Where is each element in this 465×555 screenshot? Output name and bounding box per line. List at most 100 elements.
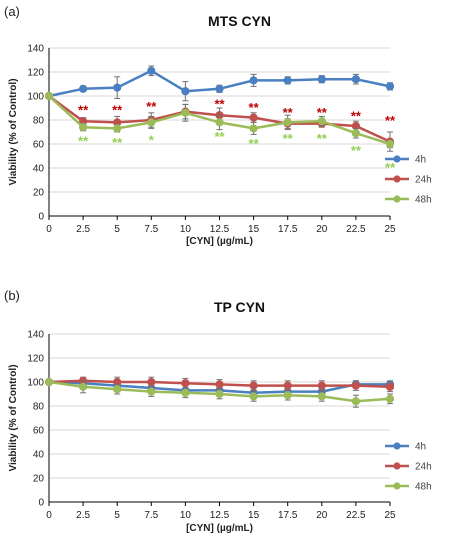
x-tick-label: 5	[114, 224, 120, 235]
legend-swatch-marker	[393, 195, 401, 203]
y-tick-label: 100	[27, 378, 44, 389]
x-tick-label: 17.5	[278, 510, 298, 521]
y-tick-label: 60	[33, 140, 45, 151]
x-tick-label: 25	[384, 224, 396, 235]
legend-label: 4h	[415, 155, 426, 166]
significance-mark: **	[385, 113, 396, 128]
data-point	[283, 391, 292, 400]
data-point	[351, 381, 360, 390]
legend-swatch-marker	[393, 175, 401, 183]
data-point	[385, 82, 395, 91]
panel-label: (b)	[4, 288, 20, 303]
y-axis-label: Viability (% of Control)	[8, 364, 19, 471]
significance-mark: **	[78, 102, 89, 117]
significance-mark: **	[112, 135, 123, 150]
data-point	[385, 382, 395, 391]
y-tick-label: 0	[38, 498, 44, 509]
legend-swatch-marker	[393, 482, 401, 490]
y-tick-label: 20	[33, 188, 45, 199]
x-tick-label: 20	[316, 510, 328, 521]
x-axis-label: [CYN] (µg/mL)	[186, 523, 253, 534]
x-tick-label: 12.5	[210, 224, 230, 235]
legend-entry-4h: 4h	[385, 155, 426, 166]
legend-swatch-marker	[393, 462, 401, 470]
chart-panel-b: (b) TP CYN 0 20 40 60 80 100 120 140 0 2.5 5 7.5 10 12.…	[4, 288, 432, 534]
data-point	[249, 113, 258, 122]
x-tick-label: 17.5	[278, 224, 298, 235]
significance-mark: **	[317, 105, 328, 120]
legend-entry-24h: 24h	[385, 175, 432, 186]
y-tick-label: 140	[27, 44, 44, 55]
x-tick-label: 22.5	[346, 510, 366, 521]
data-point	[79, 382, 88, 391]
x-axis-label: [CYN] (µg/mL)	[186, 236, 253, 247]
data-point	[44, 377, 54, 387]
data-point	[385, 139, 395, 149]
x-tick-label: 10	[180, 510, 192, 521]
y-tick-label: 40	[33, 164, 45, 175]
data-point	[249, 76, 258, 85]
data-point	[317, 75, 326, 84]
y-tick-label: 80	[33, 116, 45, 127]
data-point	[147, 66, 156, 75]
y-tick-label: 100	[27, 92, 44, 103]
panel-label: (a)	[4, 4, 20, 19]
significance-mark: **	[351, 108, 362, 123]
x-tick-label: 0	[46, 224, 52, 235]
chart-panel-a: (a) MTS CYN 0 20 40 60 80 100 120 140 0 2.5 5 7.5 10 12…	[4, 4, 432, 247]
legend-entry-48h: 48h	[385, 482, 432, 493]
x-tick-label: 7.5	[144, 224, 158, 235]
data-point	[113, 124, 122, 133]
series-48h	[44, 377, 395, 408]
data-point	[181, 379, 190, 388]
data-point	[215, 389, 224, 399]
data-point	[351, 129, 360, 138]
legend-label: 48h	[415, 195, 432, 206]
significance-mark: **	[283, 105, 294, 120]
y-tick-label: 40	[33, 450, 45, 461]
y-tick-label: 0	[38, 212, 44, 223]
significance-mark: **	[249, 100, 260, 115]
significance-mark: *	[149, 132, 155, 147]
legend-label: 48h	[415, 482, 432, 493]
data-point	[147, 118, 156, 127]
y-tick-label: 60	[33, 426, 45, 437]
chart-title: TP CYN	[214, 299, 265, 315]
x-tick-label: 15	[248, 510, 260, 521]
data-point	[351, 75, 360, 84]
data-point	[215, 380, 224, 389]
significance-mark: **	[283, 131, 294, 146]
data-point	[181, 108, 190, 117]
x-tick-label: 12.5	[210, 510, 230, 521]
significance-mark: **	[112, 102, 123, 117]
data-point	[283, 118, 292, 127]
data-point	[79, 123, 88, 132]
significance-mark: **	[351, 143, 362, 158]
data-point	[249, 381, 258, 390]
legend-swatch-marker	[393, 155, 401, 163]
data-point	[147, 377, 156, 387]
significance-mark: **	[146, 99, 157, 114]
x-tick-label: 15	[248, 224, 260, 235]
legend-entry-24h: 24h	[385, 462, 432, 473]
data-point	[215, 118, 224, 127]
significance-mark: **	[78, 134, 89, 149]
data-point	[351, 397, 360, 406]
data-point	[249, 124, 258, 133]
data-point	[181, 388, 190, 397]
x-tick-label: 10	[180, 224, 192, 235]
data-point	[113, 83, 122, 92]
legend-label: 4h	[415, 442, 426, 453]
data-point	[317, 381, 326, 390]
data-point	[215, 84, 224, 93]
x-tick-label: 22.5	[346, 224, 366, 235]
x-tick-label: 2.5	[76, 510, 90, 521]
significance-mark: **	[249, 136, 260, 151]
significance-mark: **	[214, 129, 225, 144]
data-point	[147, 387, 156, 396]
y-tick-label: 80	[33, 402, 45, 413]
data-point	[181, 87, 190, 96]
legend-label: 24h	[415, 175, 432, 186]
